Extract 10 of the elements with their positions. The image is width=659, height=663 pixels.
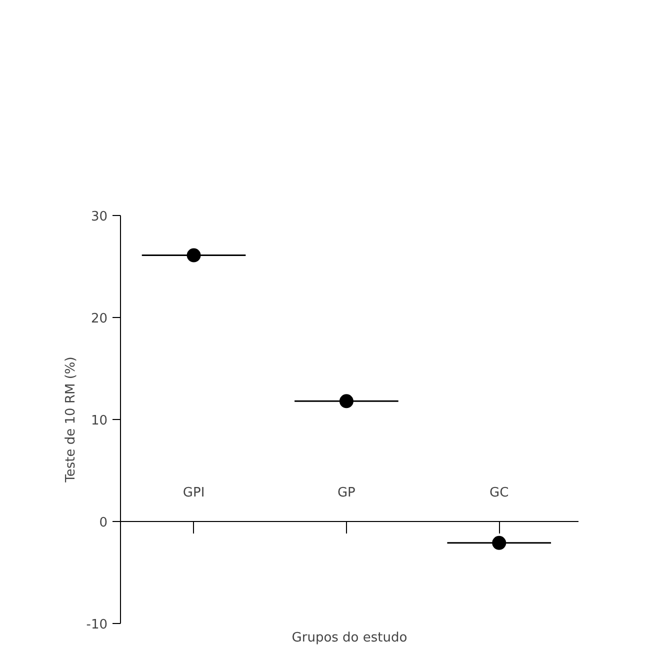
y-tick-label: 30 [90, 210, 108, 224]
x-tick-label: GP [337, 486, 356, 500]
y-tick-label: -10 [86, 618, 108, 632]
x-tick-label: GPI [182, 486, 205, 500]
y-tick-label: 20 [90, 312, 108, 326]
y-tick-label: 10 [90, 414, 108, 428]
y-tick-label: 0 [99, 516, 108, 530]
x-axis-title: Grupos do estudo [292, 630, 408, 646]
y-axis-title: Teste de 10 RM (%) [63, 356, 78, 484]
x-tick-label: GC [490, 486, 509, 500]
